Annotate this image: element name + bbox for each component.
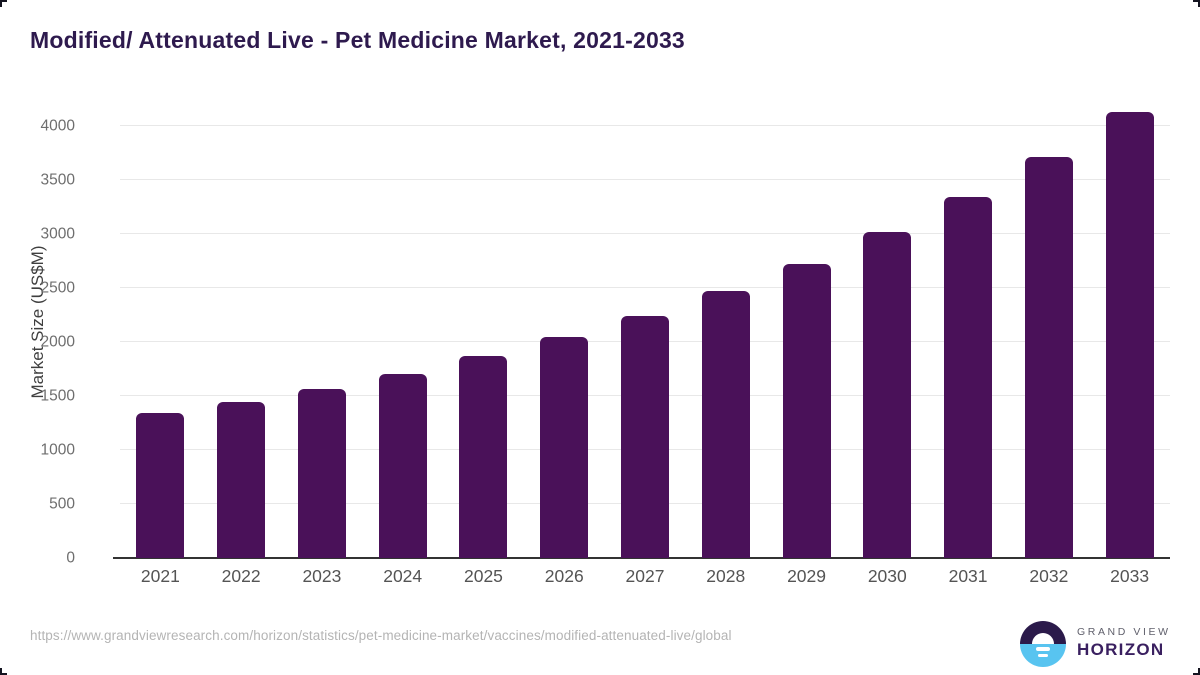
source-url[interactable]: https://www.grandviewresearch.com/horizo… xyxy=(30,628,732,643)
grand-view-horizon-logo[interactable]: GRAND VIEW HORIZON xyxy=(1020,621,1180,668)
crop-corner-mark-bottom-left xyxy=(0,668,7,675)
bar-2027[interactable] xyxy=(621,316,669,558)
bar-2022[interactable] xyxy=(217,401,266,558)
logo-brand-bottom-label: HORIZON xyxy=(1077,640,1165,659)
x-axis-tick-2024: 2024 xyxy=(383,566,423,586)
y-axis-tick-3000: 3000 xyxy=(40,225,75,243)
bar-2025[interactable] xyxy=(459,356,508,558)
y-axis-tick-2500: 2500 xyxy=(40,279,75,297)
y-axis-title: Market Size (US$M) xyxy=(28,245,47,399)
x-axis-tick-2023: 2023 xyxy=(302,566,342,586)
x-axis-tick-2031: 2031 xyxy=(948,566,988,586)
x-axis-tick-2032: 2032 xyxy=(1029,566,1069,586)
x-axis-tick-2022: 2022 xyxy=(221,566,261,586)
bar-2033[interactable] xyxy=(1105,111,1154,558)
y-axis-tick-4000: 4000 xyxy=(40,117,75,135)
x-axis-tick-2021: 2021 xyxy=(140,566,180,586)
crop-corner-mark-top-right xyxy=(1193,0,1200,7)
x-axis-line xyxy=(113,557,1170,559)
bar-2026[interactable] xyxy=(540,337,589,558)
y-axis-tick-500: 500 xyxy=(49,495,75,513)
crop-corner-mark-bottom-right xyxy=(1193,668,1200,675)
bar-2030[interactable] xyxy=(863,231,912,558)
plot-area: 0 500 1000 1500 2000 2500 3000 3500 4000 2021 2022… xyxy=(41,100,1170,586)
logo-brand-top-label: GRAND VIEW xyxy=(1077,626,1171,638)
chart-title: Modified/ Attenuated Live - Pet Medicine… xyxy=(30,27,685,53)
x-axis-tick-2028: 2028 xyxy=(706,566,746,586)
y-axis-tick-0: 0 xyxy=(66,549,75,567)
y-axis-tick-1000: 1000 xyxy=(40,441,75,459)
gridline-3500 xyxy=(120,179,1170,180)
gridline-3000 xyxy=(120,233,1170,234)
x-axis-tick-2030: 2030 xyxy=(867,566,907,586)
x-axis-tick-2025: 2025 xyxy=(463,566,503,586)
crop-corner-mark-top-left xyxy=(0,0,7,7)
x-axis-tick-2026: 2026 xyxy=(544,566,584,586)
bar-2031[interactable] xyxy=(944,197,993,558)
y-axis-tick-2000: 2000 xyxy=(40,333,75,351)
x-axis-tick-2029: 2029 xyxy=(787,566,826,586)
x-axis-tick-2033: 2033 xyxy=(1110,566,1150,586)
bar-2024[interactable] xyxy=(378,374,427,558)
y-axis-tick-3500: 3500 xyxy=(40,171,75,189)
gridline-4000 xyxy=(120,125,1170,126)
bar-2032[interactable] xyxy=(1024,157,1073,558)
bar-2021[interactable] xyxy=(136,412,185,558)
gridline-2500 xyxy=(120,287,1170,288)
x-axis-tick-2027: 2027 xyxy=(625,566,665,586)
horizon-sunrise-icon xyxy=(1020,621,1066,667)
bar-2023[interactable] xyxy=(297,388,346,558)
bar-2029[interactable] xyxy=(782,264,831,558)
y-axis-tick-1500: 1500 xyxy=(40,387,75,405)
bar-2028[interactable] xyxy=(701,291,750,558)
